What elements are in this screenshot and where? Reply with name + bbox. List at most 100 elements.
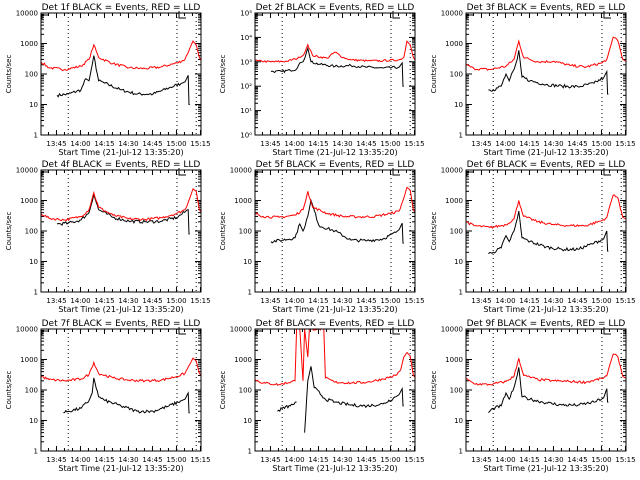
y-tick-label: 1	[34, 448, 38, 456]
y-tick-label: 1	[248, 448, 252, 456]
lld-series-line	[41, 357, 201, 383]
plot-frame	[254, 169, 416, 293]
y-tick-label: 10000	[441, 10, 463, 18]
x-tick-label: 14:00	[70, 140, 90, 148]
x-axis-label: Start Time (21-Jul-12 13:35:20)	[483, 305, 608, 314]
x-tick-label: 14:30	[118, 297, 138, 305]
x-tick-label: 14:15	[519, 456, 539, 464]
y-tick-label: 10	[243, 258, 252, 266]
x-tick-label: 15:15	[404, 140, 424, 148]
x-tick-label: 15:15	[190, 456, 210, 464]
x-tick-label: 14:45	[356, 297, 376, 305]
x-tick-label: 14:00	[495, 456, 515, 464]
x-tick-label: 15:00	[166, 140, 186, 148]
y-tick-label: 10000	[230, 326, 252, 334]
x-tick-label: 14:15	[94, 456, 114, 464]
y-tick-label: 10⁵	[240, 10, 252, 18]
y-tick-label: 1	[34, 132, 38, 140]
y-tick-label: 1000	[445, 356, 463, 364]
y-tick-label: 1	[459, 448, 463, 456]
events-series-line	[488, 50, 609, 95]
detector-plot-panel: Det 2f BLACK = Events, RED = LLD Counts/s…	[219, 3, 425, 157]
x-tick-label: 15:15	[404, 297, 424, 305]
y-tick-label: 1000	[445, 40, 463, 48]
y-tick-label: 10⁰	[240, 132, 252, 140]
y-axis-label: Counts/sec	[5, 212, 13, 251]
x-tick-label: 14:00	[495, 297, 515, 305]
y-tick-label: 1	[459, 289, 463, 297]
y-tick-label: 1000	[20, 197, 38, 205]
plot-frame	[254, 328, 416, 452]
lld-series-line	[255, 186, 415, 219]
detector-plot-panel: Det 4f BLACK = Events, RED = LLD Counts/s…	[5, 160, 211, 314]
events-series-line	[488, 210, 609, 255]
x-tick-label: 13:45	[471, 140, 491, 148]
detector-plot-panel: Det 6f BLACK = Events, RED = LLD Counts/s…	[430, 160, 636, 314]
y-axis-label: Counts/sec	[219, 371, 227, 410]
detector-plot-panel: Det 8f BLACK = Events, RED = LLD Counts/s…	[219, 319, 425, 473]
x-tick-label: 13:45	[471, 297, 491, 305]
y-tick-label: 100	[239, 387, 252, 395]
x-tick-label: 14:00	[495, 140, 515, 148]
y-tick-label: 100	[239, 228, 252, 236]
y-tick-label: 10000	[16, 10, 38, 18]
y-tick-label: 10000	[441, 167, 463, 175]
x-axis-label: Start Time (21-Jul-12 13:35:20)	[272, 305, 397, 314]
plot-frame	[40, 328, 202, 452]
x-axis-label: Start Time (21-Jul-12 13:35:20)	[272, 148, 397, 157]
x-tick-label: 15:15	[615, 140, 635, 148]
x-tick-label: 15:00	[166, 456, 186, 464]
x-tick-label: 15:00	[591, 297, 611, 305]
x-tick-label: 14:00	[284, 297, 304, 305]
y-axis-label: Counts/sec	[5, 371, 13, 410]
events-series-line	[63, 377, 190, 414]
x-tick-label: 15:15	[190, 140, 210, 148]
detector-plot-panel: Det 5f BLACK = Events, RED = LLD Counts/s…	[219, 160, 425, 314]
y-tick-label: 10⁴	[240, 34, 252, 42]
x-tick-label: 15:00	[380, 456, 400, 464]
lld-series-line	[466, 36, 626, 71]
x-tick-label: 14:00	[70, 456, 90, 464]
panel-title: Det 8f BLACK = Events, RED = LLD	[256, 319, 415, 329]
x-tick-label: 14:45	[356, 456, 376, 464]
y-tick-label: 10	[454, 417, 463, 425]
y-axis-label: Counts/sec	[219, 55, 227, 94]
lld-series-line	[255, 40, 415, 64]
x-tick-label: 14:00	[284, 140, 304, 148]
panel-title: Det 2f BLACK = Events, RED = LLD	[256, 3, 415, 13]
y-tick-label: 10	[243, 417, 252, 425]
y-axis-label: Counts/sec	[430, 371, 438, 410]
x-tick-label: 14:30	[332, 456, 352, 464]
x-tick-label: 15:15	[190, 297, 210, 305]
plot-frame	[254, 12, 416, 136]
y-tick-label: 10000	[441, 326, 463, 334]
x-tick-label: 13:45	[471, 456, 491, 464]
x-tick-label: 14:45	[142, 140, 162, 148]
y-axis-label: Counts/sec	[430, 55, 438, 94]
y-tick-label: 10	[29, 101, 38, 109]
y-tick-label: 1000	[234, 197, 252, 205]
lld-series-line	[466, 194, 626, 229]
plot-frame	[40, 12, 202, 136]
x-tick-label: 14:30	[543, 297, 563, 305]
y-tick-label: 1	[459, 132, 463, 140]
x-tick-label: 14:30	[543, 140, 563, 148]
y-tick-label: 10	[454, 258, 463, 266]
x-tick-label: 14:30	[332, 297, 352, 305]
x-tick-label: 13:45	[46, 456, 66, 464]
x-axis-label: Start Time (21-Jul-12 13:35:20)	[483, 464, 608, 473]
detector-plot-panel: Det 9f BLACK = Events, RED = LLD Counts/s…	[430, 319, 636, 473]
y-tick-label: 10	[29, 417, 38, 425]
x-tick-label: 15:00	[591, 140, 611, 148]
y-tick-label: 100	[450, 387, 463, 395]
x-tick-label: 14:45	[142, 297, 162, 305]
y-tick-label: 10²	[240, 83, 252, 91]
x-tick-label: 13:45	[260, 297, 280, 305]
y-tick-label: 1000	[234, 356, 252, 364]
panel-title: Det 5f BLACK = Events, RED = LLD	[256, 160, 415, 170]
x-tick-label: 13:45	[46, 140, 66, 148]
events-series-line	[270, 198, 404, 244]
x-tick-label: 14:15	[308, 297, 328, 305]
y-tick-label: 10¹	[240, 107, 252, 115]
y-tick-label: 1000	[20, 356, 38, 364]
